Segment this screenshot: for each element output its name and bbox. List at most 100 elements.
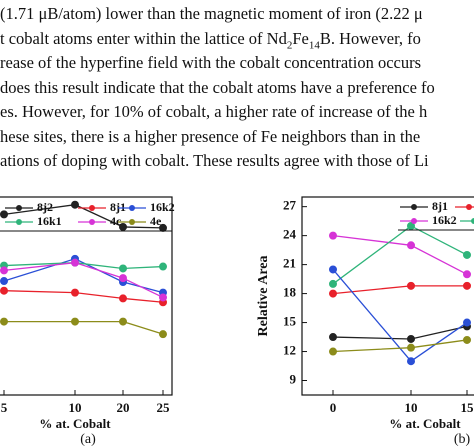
series-line [4, 320, 164, 335]
y-tick-label: 24 [283, 227, 297, 242]
data-point [0, 277, 8, 286]
text-line: es. However, for 10% of cobalt, a higher… [0, 102, 427, 122]
legend-label: 4c [110, 214, 122, 228]
legend-marker [411, 218, 417, 224]
plot-area [0, 200, 167, 339]
legend-label: 16k2 [432, 213, 457, 227]
text-run: hese sites, there is a higher presence o… [0, 126, 421, 146]
text-line: rease of the hyperfine field with the co… [0, 53, 421, 73]
legend-marker [471, 218, 474, 224]
series-line [332, 269, 468, 363]
data-point [119, 294, 127, 303]
y-tick-label: 15 [283, 314, 297, 329]
legend-marker [129, 205, 135, 211]
series-line [3, 204, 164, 229]
data-point [407, 241, 415, 250]
data-point [329, 279, 337, 288]
x-tick-label: 0 [330, 400, 337, 415]
plot-frame [301, 196, 474, 396]
text-run: t cobalt atoms enter within the lattice … [0, 28, 287, 48]
text-run: (1.71 μB/atom) lower than the magnetic m… [0, 4, 423, 23]
y-tick-label: 12 [283, 343, 296, 358]
y-tick-label: 21 [283, 256, 296, 271]
y-tick-label: 9 [290, 371, 297, 386]
data-point [71, 200, 79, 209]
legend-marker [16, 219, 22, 225]
legend-marker [129, 219, 135, 225]
legend-label: 8j1 [432, 199, 448, 213]
data-point [119, 317, 127, 326]
text-line: hese sites, there is a higher presence o… [0, 127, 420, 147]
data-point [463, 281, 471, 290]
data-point [329, 289, 337, 298]
legend-label: 8j2 [37, 200, 53, 214]
legend-label: 16k2 [150, 200, 175, 214]
data-point [407, 343, 415, 352]
x-tick-label: 25 [157, 400, 171, 415]
text-run: does this result indicate that the cobal… [0, 77, 435, 97]
data-point [159, 293, 167, 302]
data-point [329, 265, 337, 274]
legend-marker [411, 204, 417, 210]
chart: 5 10 20 25 % at. Cobalt(a) 8j2 8j1 16k2 16k1 4c 4e [0, 196, 175, 447]
data-point [329, 347, 337, 356]
legend-marker [89, 205, 95, 211]
data-point [407, 334, 415, 343]
legend-marker [466, 204, 472, 210]
legend-label: 8j1 [110, 200, 126, 214]
series-line [332, 225, 468, 285]
data-point [71, 258, 79, 267]
data-point [71, 288, 79, 297]
plot-area [329, 221, 471, 366]
panel-label: (b) [454, 432, 471, 447]
y-tick-label: 27 [283, 198, 297, 213]
data-point [0, 210, 8, 219]
data-point [407, 357, 415, 366]
data-point [159, 262, 167, 271]
data-point [463, 318, 471, 327]
data-point [71, 317, 79, 326]
panel-label: (a) [80, 432, 96, 447]
legend-label: 16k1 [37, 214, 62, 228]
subscript: 2 [286, 38, 293, 51]
series-line [3, 262, 164, 299]
y-axis-label: Relative Area [256, 256, 271, 337]
data-point [329, 333, 337, 342]
x-tick-label: 20 [117, 400, 130, 415]
data-point [407, 221, 415, 230]
text-run: B. However, fo [319, 28, 421, 48]
data-point [119, 274, 127, 283]
data-point [463, 335, 471, 344]
data-point [329, 231, 337, 240]
data-point [463, 270, 471, 279]
series-line [3, 262, 164, 270]
legend-marker [89, 219, 95, 225]
legend-label: 4e [150, 214, 162, 228]
text-run: Fe [292, 28, 309, 48]
text-run: rease of the hyperfine field with the co… [0, 53, 422, 72]
y-tick-label: 18 [283, 285, 297, 300]
series-line [332, 339, 468, 353]
data-point [159, 330, 167, 339]
plot-frame [0, 196, 173, 396]
x-tick-label: 10 [69, 400, 82, 415]
text-line: does this result indicate that the cobal… [0, 78, 435, 98]
x-axis-label: % at. Cobalt [389, 416, 461, 431]
legend-marker [16, 205, 22, 211]
x-tick-label: 5 [1, 400, 8, 415]
series-line [3, 290, 164, 303]
text-line: (1.71 μB/atom) lower than the magnetic m… [0, 4, 423, 24]
subscript: 14 [308, 38, 320, 51]
x-axis-label: % at. Cobalt [39, 416, 111, 431]
data-point [407, 281, 415, 290]
text-run: ations of doping with cobalt. These resu… [0, 151, 429, 170]
x-tick-label: 10 [405, 400, 418, 415]
text-line: t cobalt atoms enter within the lattice … [0, 29, 421, 51]
data-point [0, 266, 8, 275]
data-point [119, 264, 127, 273]
x-tick-label: 15 [461, 400, 474, 415]
data-point [463, 250, 471, 259]
data-point [0, 317, 8, 326]
